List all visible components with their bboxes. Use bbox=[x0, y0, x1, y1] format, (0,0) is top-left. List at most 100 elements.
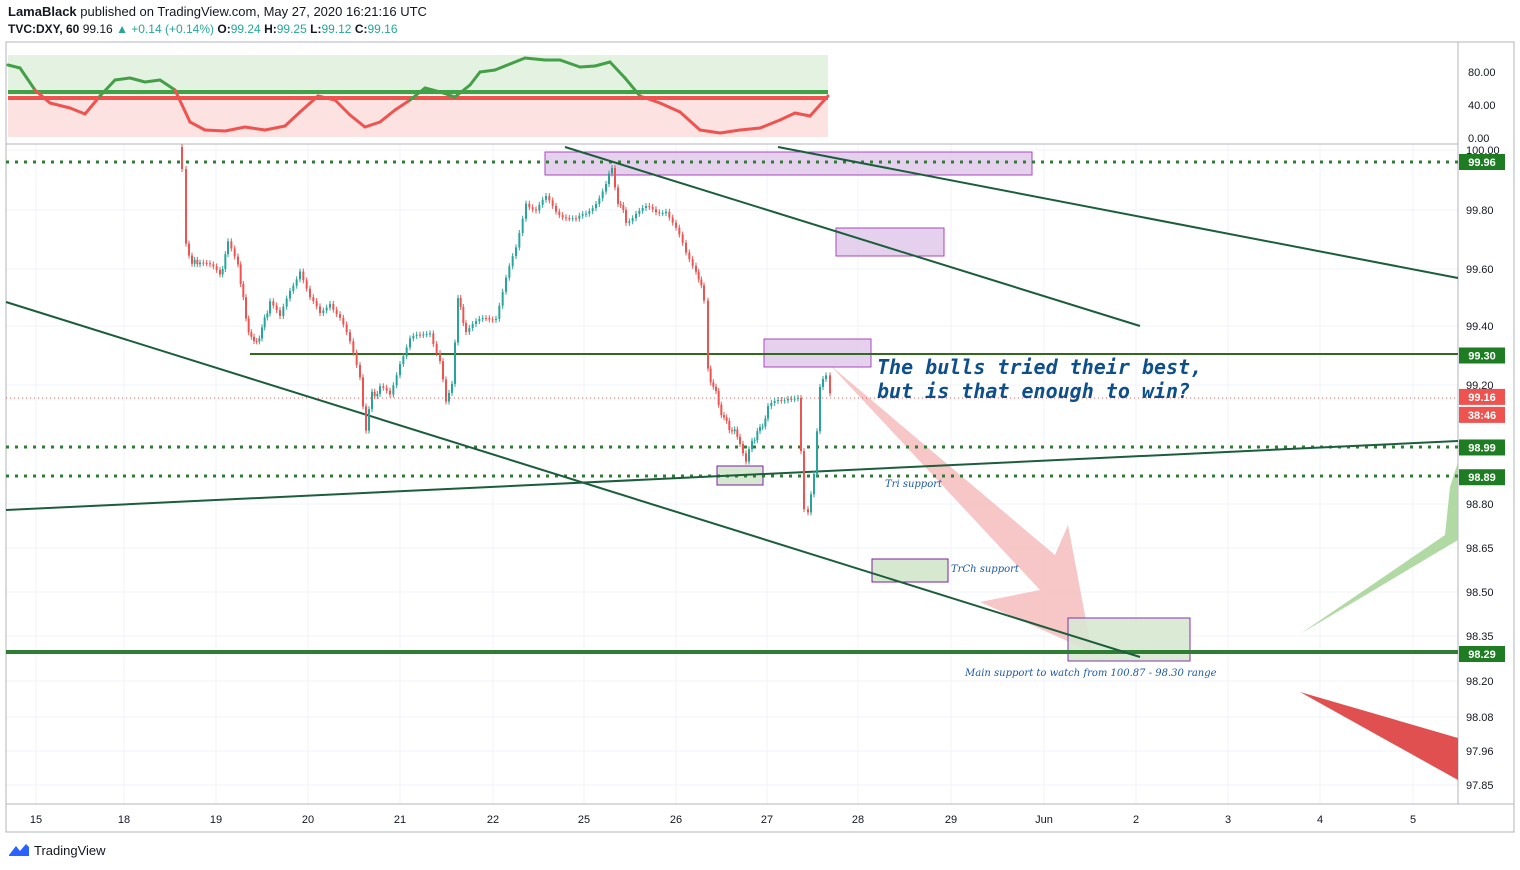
candle-body bbox=[322, 310, 325, 314]
candle-body bbox=[628, 221, 631, 223]
publish-text: published on TradingView.com, May 27, 20… bbox=[76, 4, 427, 19]
osc-segment bbox=[593, 60, 612, 68]
osc-segment bbox=[453, 83, 472, 99]
candle-body bbox=[451, 383, 453, 393]
symbol-name[interactable]: TVC:DXY, 60 bbox=[8, 22, 80, 36]
osc-segment bbox=[6, 63, 22, 70]
candle-body bbox=[614, 167, 616, 188]
osc-segment bbox=[778, 111, 797, 122]
candle-body bbox=[568, 218, 571, 220]
time-tick-label: 18 bbox=[118, 814, 130, 826]
osc-segment bbox=[263, 124, 287, 132]
osc-segment bbox=[558, 58, 582, 69]
osc-tick-label: 40.00 bbox=[1468, 100, 1496, 112]
trendline-channel-lower[interactable] bbox=[5, 301, 1141, 658]
candle-body bbox=[691, 259, 694, 266]
time-tick-label: 28 bbox=[852, 814, 864, 826]
osc-segment bbox=[478, 68, 497, 74]
candle-body bbox=[315, 301, 318, 307]
candle-body bbox=[742, 443, 744, 454]
osc-segment bbox=[158, 78, 177, 92]
osc-oversold-zone bbox=[8, 99, 828, 137]
trch-support-zone[interactable] bbox=[871, 558, 949, 583]
candle-body bbox=[800, 397, 802, 452]
trendline-triangle-support[interactable] bbox=[5, 440, 1459, 511]
time-tick-label: 29 bbox=[945, 814, 957, 826]
bearish-arrow bbox=[830, 365, 1092, 652]
price-badge bbox=[1459, 439, 1505, 456]
candle-body bbox=[359, 364, 361, 378]
osc-segment bbox=[423, 86, 442, 94]
candle-body bbox=[405, 347, 408, 357]
candle-body bbox=[797, 397, 799, 399]
candle-body bbox=[209, 263, 211, 265]
price-badge bbox=[1459, 646, 1505, 662]
candle-body bbox=[312, 297, 315, 302]
time-tick-label: 26 bbox=[670, 814, 682, 826]
osc-segment bbox=[793, 111, 812, 118]
candle-body bbox=[332, 303, 335, 310]
candle-body bbox=[661, 213, 664, 215]
candle-body bbox=[258, 338, 261, 342]
open-value: 99.24 bbox=[230, 22, 261, 36]
osc-segment bbox=[113, 76, 132, 82]
candle-body bbox=[399, 363, 401, 376]
osc-segment bbox=[658, 101, 682, 114]
time-tick-label: 15 bbox=[30, 814, 42, 826]
candle-body bbox=[445, 379, 447, 402]
candle-body bbox=[188, 243, 190, 256]
countdown-label: 38:46 bbox=[1468, 410, 1496, 422]
candle-body bbox=[697, 271, 700, 280]
price-tick-label: 98.35 bbox=[1466, 631, 1494, 643]
resistance-zone-mid[interactable] bbox=[835, 227, 945, 257]
candle-body bbox=[272, 301, 275, 306]
osc-segment bbox=[578, 64, 597, 69]
osc-segment bbox=[608, 60, 627, 80]
osc-segment bbox=[223, 125, 247, 133]
osc-segment bbox=[283, 110, 302, 128]
candle-body bbox=[591, 208, 594, 212]
price-tick-label: 98.20 bbox=[1466, 676, 1494, 688]
osc-tick-label: 80.00 bbox=[1468, 67, 1496, 79]
candle-body bbox=[807, 509, 809, 513]
candle-body bbox=[275, 305, 278, 311]
time-axis[interactable] bbox=[5, 803, 1515, 833]
candle-body bbox=[816, 431, 818, 474]
candle-body bbox=[465, 323, 467, 332]
candle-body bbox=[325, 307, 328, 311]
candle-body bbox=[269, 301, 271, 314]
candle-body bbox=[379, 386, 381, 394]
candle-body bbox=[605, 184, 607, 192]
time-tick-label: 22 bbox=[487, 814, 499, 826]
candle-body bbox=[777, 400, 779, 402]
candle-body bbox=[535, 209, 537, 211]
trendline-upper-long[interactable] bbox=[777, 146, 1459, 279]
candle-body bbox=[538, 204, 541, 211]
candle-body bbox=[715, 386, 717, 392]
candle-body bbox=[459, 298, 462, 307]
candle-body bbox=[675, 222, 677, 228]
candle-body bbox=[751, 440, 753, 450]
candle-body bbox=[442, 361, 444, 380]
price-badge-label: 99.30 bbox=[1468, 351, 1496, 363]
close-value: 99.16 bbox=[367, 22, 398, 36]
candle-body bbox=[279, 310, 281, 317]
candle-body bbox=[736, 429, 739, 437]
osc-segment bbox=[363, 120, 382, 129]
tradingview-brand[interactable]: TradingView bbox=[8, 842, 106, 858]
author-name[interactable]: LamaBlack bbox=[8, 4, 77, 19]
osc-segment bbox=[438, 90, 457, 99]
osc-segment bbox=[348, 113, 367, 129]
price-tick-label: 98.50 bbox=[1466, 587, 1494, 599]
candle-body bbox=[822, 378, 824, 387]
candle-body bbox=[678, 227, 681, 235]
candle-body bbox=[739, 436, 741, 444]
candle-body bbox=[491, 319, 494, 321]
osc-segment bbox=[393, 98, 412, 112]
trendline-upper-short[interactable] bbox=[564, 146, 1141, 327]
tradingview-logo-icon bbox=[9, 844, 29, 856]
candle-body bbox=[773, 401, 776, 403]
candle-body bbox=[329, 303, 331, 308]
candle-body bbox=[299, 271, 301, 280]
